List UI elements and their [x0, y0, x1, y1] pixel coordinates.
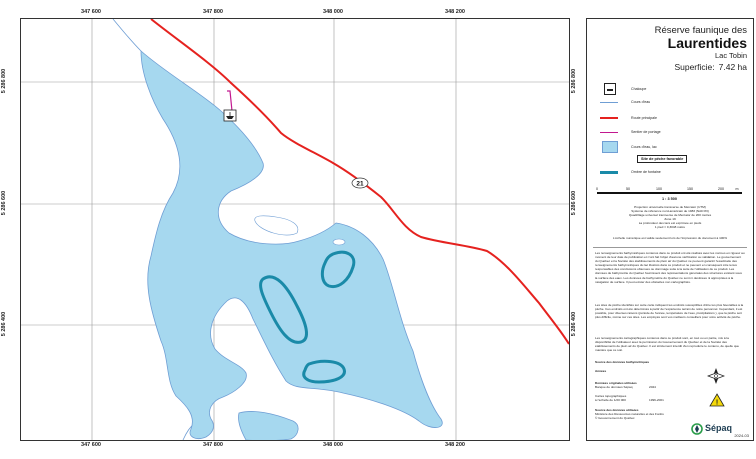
scale-unit: m: [735, 187, 739, 191]
donnees-value: Banque de données Sépaq: [595, 385, 633, 389]
coord-right-3: 5 286 400: [571, 311, 577, 337]
annees-label: Années: [595, 369, 607, 373]
map-frame[interactable]: 21: [20, 18, 570, 441]
sepaq-logo-text: Sépaq: [705, 423, 733, 433]
depth-contours: [259, 250, 356, 384]
reserve-name: Laurentides: [667, 35, 747, 51]
scale-note: L'échelle numérique est valide seulement…: [613, 236, 727, 240]
water-area-icon: [602, 141, 618, 153]
fishing-disclaimer: Les sites de pêche identifiés sur cette …: [595, 303, 744, 320]
depth-contour-3: [302, 359, 346, 384]
coord-left-1: 5 286 800: [1, 68, 7, 94]
projection-line-1: Projection universelle transverse de Mer…: [634, 205, 706, 209]
coord-top-2: 347 800: [203, 9, 223, 15]
portage-trail: [227, 90, 233, 112]
area-value: 7.42 ha: [718, 62, 747, 72]
cartes-year: 1996-2001: [649, 398, 664, 402]
scale-tick-150: 150: [687, 187, 693, 191]
source-used-label: Source des données utilisées: [595, 408, 639, 412]
north-arrow-icon: [707, 368, 725, 384]
lake-south-lobe: [238, 411, 299, 440]
source-used-value-2: © Gouvernement du Québec: [595, 416, 635, 420]
coord-bottom-4: 348 200: [445, 442, 465, 448]
svg-text:!: !: [716, 400, 718, 407]
donnees-label: Données originales utilisées: [595, 381, 637, 385]
depth-contour-1: [259, 275, 308, 344]
lake-name: Lac Tobin: [715, 51, 747, 60]
boat-launch-icon[interactable]: [223, 109, 237, 122]
year-code: 2024-03: [734, 433, 749, 438]
projection-line-4: Zone 19: [664, 217, 676, 222]
legend-label-water: Cours d'eau, lac: [631, 145, 657, 149]
projection-block: Projection universelle transverse de Mer…: [595, 205, 745, 230]
legend-label-contour: Ombre de fontaine: [631, 170, 661, 174]
island-large: [254, 215, 299, 236]
projection-line-6: 1 pied = 0,3048 mètre: [654, 225, 686, 230]
title-block: Réserve faunique des Laurentides Lac Tob…: [655, 25, 747, 72]
legend-label-trail: Sentier de portage: [631, 130, 661, 134]
scale-tick-50: 50: [626, 187, 630, 191]
scale-segments: [597, 192, 742, 194]
road-number-shield: [351, 177, 369, 189]
road-number-label: 21: [356, 181, 364, 188]
fishing-spot-icon: Site de pêche favorable: [637, 155, 688, 163]
scale-tick-0: 0: [596, 187, 598, 191]
bathymetry-disclaimer: Les renseignements bathymétriques conten…: [595, 251, 745, 284]
depth-contour-icon: [600, 171, 618, 174]
portage-trail-icon: [600, 132, 618, 133]
scale-ratio: 1 : 3 500: [662, 197, 677, 201]
coord-left-3: 5 286 400: [1, 311, 7, 337]
area-line: Superficie: 7.42 ha: [655, 62, 747, 72]
reserve-label: Réserve faunique des: [654, 25, 747, 36]
stream-north: [112, 19, 142, 52]
separator-1: [593, 247, 747, 248]
coord-top-1: 347 600: [81, 9, 101, 15]
scale-tick-200: 200: [718, 187, 724, 191]
coord-left-2: 5 286 600: [1, 190, 7, 216]
map-canvas[interactable]: 21: [21, 19, 569, 440]
copyright-disclaimer: Les renseignements cartographiques conte…: [595, 336, 740, 353]
coord-top-4: 348 200: [445, 9, 465, 15]
coord-right-1: 5 286 800: [571, 68, 577, 94]
stream-line-icon: [600, 102, 618, 103]
donnees-year: 2024: [649, 385, 656, 389]
depth-contour-2: [320, 250, 356, 289]
main-road-icon: [600, 117, 618, 119]
scale-tick-100: 100: [656, 187, 662, 191]
cartes-value: à l'échelle de 1/20 000: [595, 398, 626, 402]
coord-bottom-1: 347 600: [81, 442, 101, 448]
projection-line-3: Quadrillage universel transverse de Merc…: [628, 213, 712, 218]
legend-panel: Réserve faunique des Laurentides Lac Tob…: [586, 18, 754, 441]
lake-tobin-water[interactable]: [140, 50, 443, 439]
cartes-label: Cartes topographiques: [595, 394, 627, 398]
legend-label-road: Route principale: [631, 116, 657, 120]
boat-launch-icon: [604, 83, 616, 95]
sepaq-logo-icon: [691, 423, 703, 435]
island-small: [332, 238, 346, 246]
warning-sign-icon: !: [709, 393, 725, 407]
projection-line-2: Système de référence nord-américain de 1…: [631, 209, 709, 214]
coord-bottom-2: 347 800: [203, 442, 223, 448]
projection-line-5: La profondeur des lacs est exprimée en p…: [638, 221, 702, 226]
legend-label-boat: Chaloupe: [631, 87, 647, 91]
coord-top-3: 348 000: [323, 9, 343, 15]
source-bathy-label: Source des données bathymétriques: [595, 360, 650, 364]
legend-label-stream: Cours d'eau: [631, 100, 651, 104]
coord-bottom-3: 348 000: [323, 442, 343, 448]
main-road: [150, 19, 569, 345]
area-label: Superficie:: [674, 62, 715, 72]
source-used-value-1: Ministère des Ressources naturelles et d…: [595, 412, 664, 416]
coord-right-2: 5 286 600: [571, 190, 577, 216]
